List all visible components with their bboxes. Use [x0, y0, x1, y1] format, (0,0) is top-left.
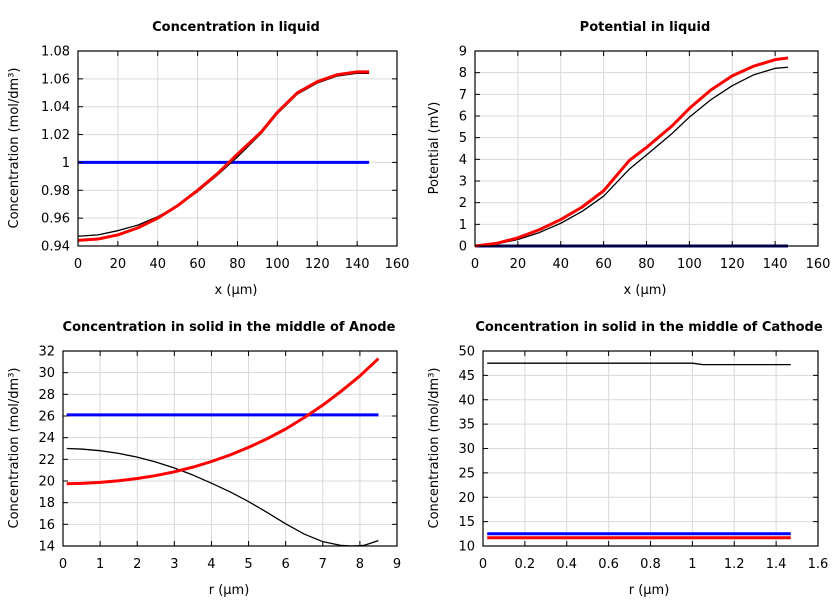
x-tick-label: 0.6	[598, 557, 619, 572]
x-axis-label: x (µm)	[215, 283, 258, 298]
y-tick-label: 25	[458, 466, 475, 481]
y-tick-label: 15	[458, 515, 475, 530]
x-tick-label: 120	[720, 257, 745, 272]
y-axis-label: Concentration (mol/dm³)	[7, 368, 22, 529]
y-tick-label: 30	[458, 442, 475, 457]
x-tick-label: 0.4	[556, 557, 577, 572]
chart-title: Concentration in solid in the middle of …	[475, 320, 823, 335]
x-tick-label: 0.2	[515, 557, 536, 572]
x-tick-label: 8	[356, 557, 364, 572]
y-tick-label: 24	[38, 431, 55, 446]
series-line-1	[487, 362, 791, 366]
y-tick-label: 5	[459, 131, 467, 146]
chart-title: Concentration in solid in the middle of …	[63, 320, 396, 335]
x-tick-label: 60	[595, 257, 612, 272]
y-tick-label: 0.96	[41, 212, 70, 227]
x-tick-label: 80	[229, 257, 246, 272]
y-tick-label: 8	[459, 66, 467, 81]
x-tick-label: 4	[207, 557, 215, 572]
y-tick-label: 20	[458, 491, 475, 506]
y-tick-label: 16	[38, 518, 55, 533]
series-line-3	[77, 70, 370, 242]
chart-panel-2: 0 20 40 60 80 100 120 140 160 0 1 2 3 4 5 6 7 8 9 Potential…	[427, 20, 830, 298]
y-tick-label: 3	[459, 175, 467, 190]
y-tick-label: 0.98	[41, 184, 70, 199]
y-tick-label: 1.02	[41, 128, 70, 143]
y-tick-label: 20	[38, 475, 55, 490]
x-tick-label: 140	[345, 257, 370, 272]
chart-panel-1: 0 20 40 60 80 100 120 140 160 0.94 0.96 0.98 1 1.02 1.…	[7, 20, 409, 298]
y-tick-label: 1.08	[41, 45, 70, 60]
y-tick-label: 50	[458, 345, 475, 360]
x-tick-label: 0	[471, 257, 479, 272]
y-tick-label: 28	[38, 388, 55, 403]
y-tick-label: 1	[62, 156, 70, 171]
x-tick-label: 140	[763, 257, 788, 272]
y-tick-label: 18	[38, 496, 55, 511]
x-tick-label: 100	[677, 257, 702, 272]
x-tick-label: 9	[393, 557, 401, 572]
x-tick-label: 6	[282, 557, 290, 572]
axes-frame	[62, 350, 398, 547]
y-tick-label: 35	[458, 418, 475, 433]
x-tick-label: 0	[59, 557, 67, 572]
y-tick-label: 26	[38, 410, 55, 425]
x-tick-label: 7	[319, 557, 327, 572]
x-tick-label: 20	[110, 257, 127, 272]
chart-panel-3: 0 1 2 3 4 5 6 7 8 9 14 16 18 20 22 24 26 28 30 32 Concentrat…	[7, 320, 401, 598]
y-tick-label: 1.06	[41, 72, 70, 87]
series-line-2	[474, 66, 789, 247]
y-axis-label: Concentration (mol/dm³)	[427, 368, 442, 529]
y-axis-label: Concentration (mol/dm³)	[7, 68, 22, 229]
x-tick-label: 120	[305, 257, 330, 272]
x-tick-label: 0	[74, 257, 82, 272]
x-axis-label: x (µm)	[624, 283, 667, 298]
y-tick-label: 14	[38, 540, 55, 555]
y-tick-label: 45	[458, 369, 475, 384]
x-tick-label: 1.2	[724, 557, 745, 572]
chart-title: Concentration in liquid	[152, 20, 320, 35]
x-tick-label: 2	[133, 557, 141, 572]
x-tick-label: 3	[170, 557, 178, 572]
y-tick-label: 1.04	[41, 100, 70, 115]
x-tick-label: 1	[96, 557, 104, 572]
chart-panel-4: 0 0.2 0.4 0.6 0.8 1 1.2 1.4 1.6 10 15 20 25 30 35 40 45 5…	[427, 320, 828, 598]
y-tick-label: 40	[458, 393, 475, 408]
y-tick-label: 6	[459, 110, 467, 125]
x-tick-label: 20	[510, 257, 527, 272]
x-tick-label: 5	[244, 557, 252, 572]
x-tick-label: 160	[385, 257, 410, 272]
y-tick-label: 9	[459, 45, 467, 60]
y-axis-label: Potential (mV)	[427, 102, 442, 195]
y-tick-label: 4	[459, 153, 467, 168]
x-tick-label: 60	[189, 257, 206, 272]
series-line-2	[77, 72, 370, 237]
x-tick-label: 0.8	[640, 557, 661, 572]
x-tick-label: 80	[638, 257, 655, 272]
y-tick-label: 2	[459, 196, 467, 211]
x-tick-label: 1.6	[808, 557, 829, 572]
chart-title: Potential in liquid	[580, 20, 711, 35]
x-tick-label: 40	[149, 257, 166, 272]
y-tick-label: 10	[458, 540, 475, 555]
y-tick-label: 32	[38, 345, 55, 360]
y-tick-label: 0.94	[41, 240, 70, 255]
x-tick-label: 160	[806, 257, 831, 272]
x-tick-label: 100	[265, 257, 290, 272]
y-tick-label: 30	[38, 366, 55, 381]
y-tick-label: 7	[459, 88, 467, 103]
series-line-3	[66, 357, 380, 486]
x-tick-label: 1.4	[766, 557, 787, 572]
x-tick-label: 0	[479, 557, 487, 572]
series-line-2	[66, 447, 379, 547]
x-axis-label: r (µm)	[629, 583, 670, 598]
y-tick-label: 22	[38, 453, 55, 468]
x-tick-label: 1	[688, 557, 696, 572]
y-tick-label: 1	[459, 218, 467, 233]
y-tick-label: 0	[459, 240, 467, 255]
x-tick-label: 40	[552, 257, 569, 272]
x-axis-label: r (µm)	[209, 583, 250, 598]
series-line-3	[474, 56, 789, 248]
